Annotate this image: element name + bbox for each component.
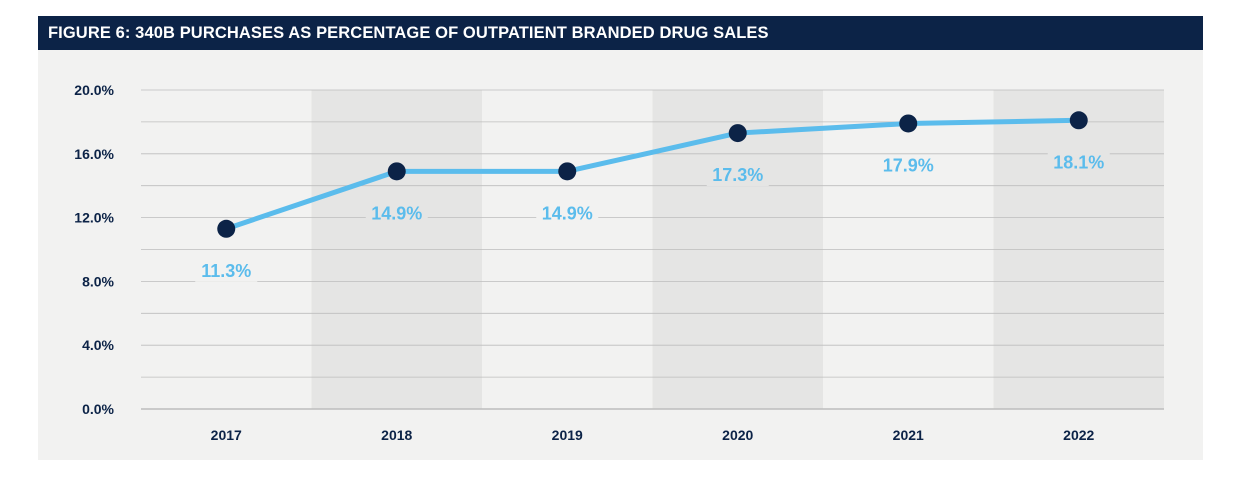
data-labels: 11.3% 14.9% 14.9% 17.3% 17.9% 18.1% <box>195 151 1110 282</box>
x-tick-label: 2020 <box>722 427 753 443</box>
line-chart: 0.0% 4.0% 8.0% 12.0% 16.0% 20.0% 2017 2018 2019… <box>74 82 1164 443</box>
figure-panel: FIGURE 6: 340B PURCHASES AS PERCENTAGE O… <box>38 16 1203 460</box>
figure-title: FIGURE 6: 340B PURCHASES AS PERCENTAGE O… <box>38 16 1203 50</box>
data-point <box>899 114 918 133</box>
data-label: 14.9% <box>542 203 593 223</box>
data-label-bg <box>1047 151 1110 174</box>
data-label-bg <box>195 259 258 282</box>
x-tick-label: 2019 <box>552 427 583 443</box>
y-tick-label: 0.0% <box>82 401 114 417</box>
series-line-group <box>223 117 1082 232</box>
x-tick-label: 2022 <box>1063 427 1094 443</box>
data-label-bg <box>536 202 599 225</box>
data-label-bg <box>365 202 428 225</box>
data-label-bg <box>706 164 769 187</box>
y-tick-label: 8.0% <box>82 273 114 289</box>
y-tick-label: 12.0% <box>74 210 114 226</box>
data-point <box>728 124 747 143</box>
x-tick-label: 2021 <box>893 427 924 443</box>
y-tick-label: 16.0% <box>74 146 114 162</box>
data-label: 11.3% <box>201 261 251 281</box>
x-axis-ticks: 2017 2018 2019 2020 2021 2022 <box>211 427 1095 443</box>
series-line <box>223 117 1082 232</box>
data-point <box>1069 111 1088 130</box>
data-label: 17.3% <box>712 165 763 185</box>
gridlines <box>141 89 1164 410</box>
data-point <box>217 219 236 238</box>
data-label: 14.9% <box>371 203 422 223</box>
x-tick-label: 2018 <box>381 427 412 443</box>
data-point <box>387 162 406 181</box>
data-markers <box>217 111 1088 238</box>
data-point <box>558 162 577 181</box>
y-tick-label: 4.0% <box>82 337 114 353</box>
data-label-bg <box>877 154 940 177</box>
data-label: 17.9% <box>883 155 934 175</box>
y-tick-label: 20.0% <box>74 82 114 98</box>
x-tick-label: 2017 <box>211 427 242 443</box>
y-axis-ticks: 0.0% 4.0% 8.0% 12.0% 16.0% 20.0% <box>74 82 114 417</box>
data-label: 18.1% <box>1053 152 1104 172</box>
